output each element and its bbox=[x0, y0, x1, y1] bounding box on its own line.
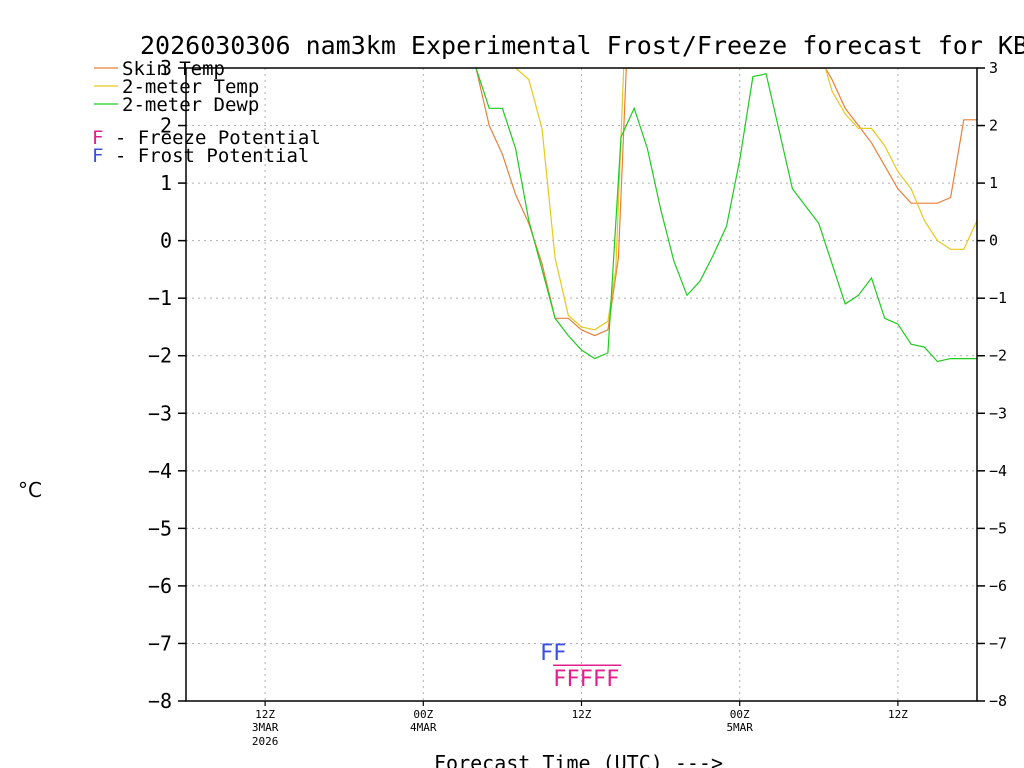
frost-flags: FF bbox=[540, 641, 567, 666]
y-tick-label: 2 bbox=[160, 114, 172, 138]
y-tick-label: 1 bbox=[160, 171, 172, 195]
y-tick-label: −1 bbox=[148, 286, 172, 310]
y-axis-left: 3 2 1 0 −1 −2 −3 −4 −5 −6 −7 −8 bbox=[148, 56, 186, 713]
legend-label: Skin Temp bbox=[122, 58, 225, 80]
y-tick-label: −3 bbox=[148, 401, 172, 425]
series-layer bbox=[475, 68, 977, 363]
y-tick-label: 0 bbox=[160, 229, 172, 253]
y-tick-label: −5 bbox=[148, 516, 172, 540]
y-tick-label-right: 0 bbox=[989, 232, 998, 250]
y-tick-label-right: −3 bbox=[989, 404, 1007, 422]
x-tick-date: 3MAR bbox=[252, 721, 279, 734]
series-line-2-meter-dewp bbox=[475, 68, 977, 363]
y-tick-label: −4 bbox=[148, 459, 172, 483]
potential-legend-entry: F - Freeze Potential bbox=[92, 127, 321, 149]
freeze-flags: FFFFF bbox=[553, 667, 619, 692]
potential-legend-text: - Freeze Potential bbox=[103, 127, 320, 149]
potential-legend-flag: F bbox=[92, 145, 103, 167]
x-axis-label: Forecast Time (UTC) ---> bbox=[434, 751, 723, 768]
series-line-2-meter-temp bbox=[515, 68, 977, 331]
y-tick-label-right: −8 bbox=[989, 692, 1007, 710]
y-tick-label-right: 2 bbox=[989, 117, 998, 135]
x-tick-date: 5MAR bbox=[726, 721, 753, 734]
y-tick-label-right: −6 bbox=[989, 577, 1007, 595]
x-tick-label: 12Z bbox=[572, 708, 592, 721]
y-tick-label: 3 bbox=[160, 56, 172, 80]
y-tick-label-right: −4 bbox=[989, 462, 1007, 480]
y-tick-label-right: −2 bbox=[989, 347, 1007, 365]
y-tick-label-right: −1 bbox=[989, 289, 1007, 307]
y-tick-label: −7 bbox=[148, 631, 172, 655]
x-tick-label: 00Z bbox=[730, 708, 750, 721]
chart-title: 2026030306 nam3km Experimental Frost/Fre… bbox=[140, 31, 1024, 60]
potential-legend-flag: F bbox=[92, 127, 103, 149]
x-tick-label: 12Z bbox=[888, 708, 908, 721]
potential-legend-text: - Frost Potential bbox=[103, 145, 309, 167]
y-tick-label: −6 bbox=[148, 574, 172, 598]
legend-label: 2-meter Dewp bbox=[122, 94, 259, 116]
y-tick-label-right: −5 bbox=[989, 519, 1007, 537]
potential-legend-entry: F - Frost Potential bbox=[92, 145, 309, 167]
x-tick-label: 12Z bbox=[255, 708, 275, 721]
x-tick-label: 00Z bbox=[413, 708, 433, 721]
x-tick-year: 2026 bbox=[252, 735, 279, 748]
y-tick-label: −8 bbox=[148, 689, 172, 713]
x-tick-date: 4MAR bbox=[410, 721, 437, 734]
y-axis-right: 3 2 1 0 −1 −2 −3 −4 −5 −6 −7 −8 bbox=[977, 59, 1007, 710]
y-tick-label: −2 bbox=[148, 344, 172, 368]
y-tick-label-right: −7 bbox=[989, 634, 1007, 652]
y-tick-label-right: 3 bbox=[989, 59, 998, 77]
y-axis-label: °C bbox=[18, 478, 42, 502]
y-tick-label-right: 1 bbox=[989, 174, 998, 192]
legend-label: 2-meter Temp bbox=[122, 76, 259, 98]
